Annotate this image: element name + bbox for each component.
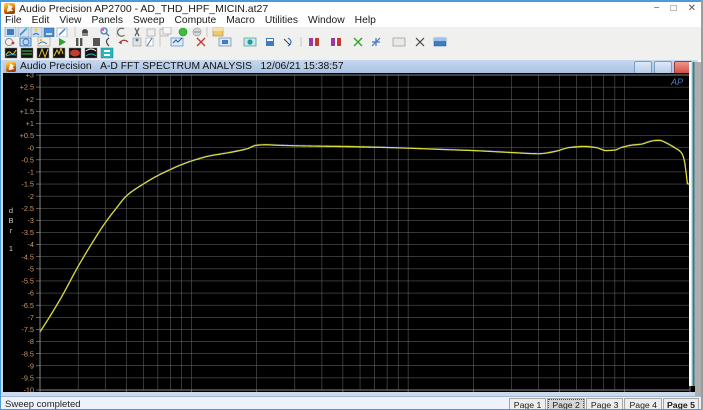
svg-text:-2: -2 — [28, 192, 35, 201]
svg-text:-0: -0 — [28, 143, 35, 152]
svg-text:-3.5: -3.5 — [21, 228, 34, 237]
svg-text:-9.5: -9.5 — [21, 373, 34, 382]
svg-text:+1.5: +1.5 — [20, 107, 34, 116]
svg-text:-4: -4 — [28, 240, 35, 249]
svg-text:1: 1 — [9, 244, 13, 253]
svg-text:-0.5: -0.5 — [21, 155, 34, 164]
svg-text:-5.5: -5.5 — [21, 277, 34, 286]
svg-text:+0.5: +0.5 — [20, 131, 34, 140]
svg-text:-1: -1 — [28, 168, 35, 177]
svg-text:B: B — [8, 216, 13, 225]
svg-text:-5: -5 — [28, 264, 35, 273]
svg-text:+3: +3 — [26, 73, 34, 80]
svg-text:-8.5: -8.5 — [21, 349, 34, 358]
svg-text:+1: +1 — [26, 119, 34, 128]
svg-text:-9: -9 — [28, 361, 35, 370]
svg-text:d: d — [9, 206, 13, 215]
svg-text:-2.5: -2.5 — [21, 204, 34, 213]
svg-text:-4.5: -4.5 — [21, 252, 34, 261]
svg-text:AP: AP — [670, 77, 683, 87]
svg-text:-6.5: -6.5 — [21, 301, 34, 310]
svg-text:-6: -6 — [28, 289, 35, 298]
svg-text:-8: -8 — [28, 337, 35, 346]
svg-text:+2.5: +2.5 — [20, 83, 34, 92]
svg-text:-10: -10 — [23, 386, 34, 392]
svg-text:-7: -7 — [28, 313, 35, 322]
svg-text:-1.5: -1.5 — [21, 180, 34, 189]
svg-text:-7.5: -7.5 — [21, 325, 34, 334]
svg-text:+2: +2 — [26, 95, 34, 104]
svg-text:-3: -3 — [28, 216, 35, 225]
